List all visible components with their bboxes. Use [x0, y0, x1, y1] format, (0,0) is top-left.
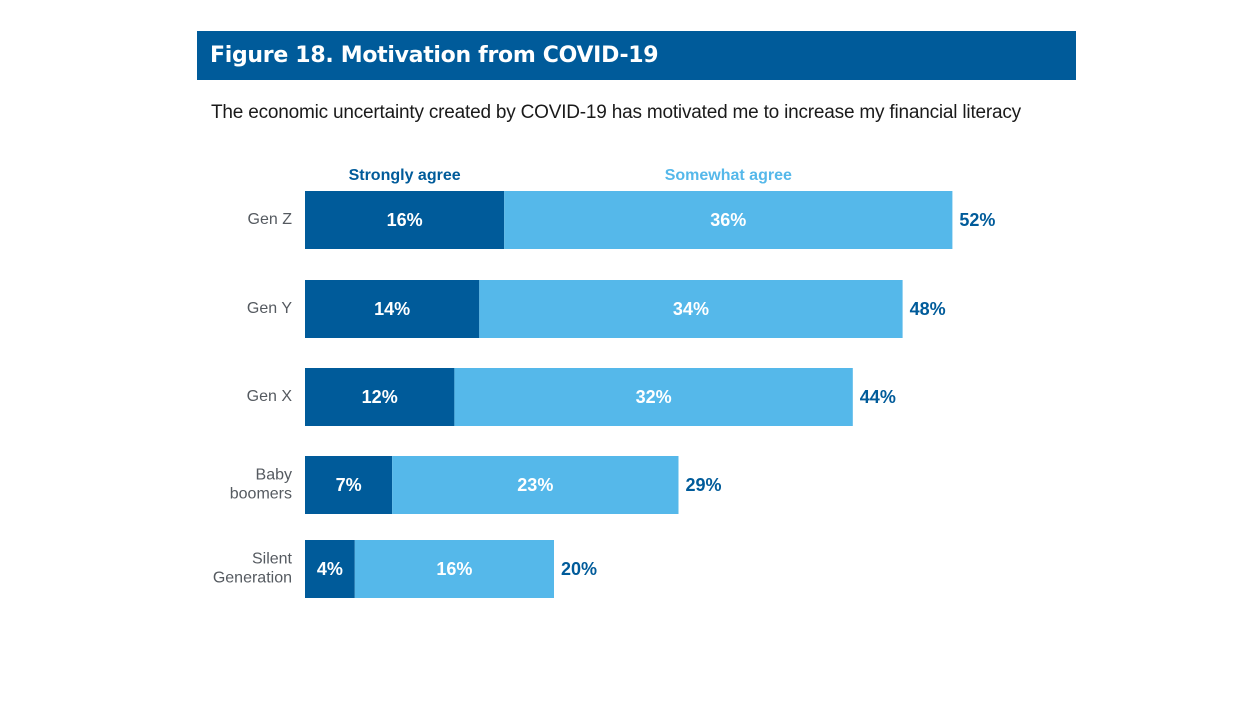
category-label: Gen Y: [247, 300, 292, 317]
total-label: 48%: [910, 299, 946, 319]
data-label: 23%: [517, 475, 553, 495]
data-label: 12%: [362, 387, 398, 407]
total-label: 44%: [860, 387, 896, 407]
data-label: 16%: [387, 210, 423, 230]
data-label: 32%: [636, 387, 672, 407]
data-label: 16%: [436, 559, 472, 579]
chart-subtitle: The economic uncertainty created by COVI…: [211, 102, 1021, 123]
bar-segment-strongly-agree: [305, 280, 480, 338]
data-label: 4%: [317, 559, 343, 579]
bar-segment-strongly-agree: [305, 191, 505, 249]
total-label: 52%: [959, 210, 995, 230]
category-label: Silent: [252, 551, 293, 568]
bar-segment-somewhat-agree: [354, 540, 554, 598]
figure-title-bar: Figure 18. Motivation from COVID-19: [197, 31, 1076, 80]
bar-segment-strongly-agree: [305, 368, 455, 426]
bar-segment-somewhat-agree: [504, 191, 953, 249]
data-label: 7%: [336, 475, 362, 495]
bar-segment-somewhat-agree: [479, 280, 903, 338]
category-label: Gen Z: [248, 211, 293, 228]
category-label: Generation: [213, 570, 292, 587]
legend-label-somewhat-agree: Somewhat agree: [665, 167, 792, 184]
bar-segment-strongly-agree: [305, 456, 393, 514]
legend-label-strongly-agree: Strongly agree: [349, 167, 461, 184]
data-label: 36%: [710, 210, 746, 230]
bar-segment-strongly-agree: [305, 540, 355, 598]
bar-segment-somewhat-agree: [392, 456, 679, 514]
data-label: 14%: [374, 299, 410, 319]
bar-segment-somewhat-agree: [454, 368, 853, 426]
total-label: 29%: [686, 475, 722, 495]
category-label: boomers: [230, 486, 292, 503]
data-label: 34%: [673, 299, 709, 319]
total-label: 20%: [561, 559, 597, 579]
category-label: Gen X: [247, 388, 293, 405]
category-label: Baby: [256, 467, 292, 484]
figure-title: Figure 18. Motivation from COVID-19: [210, 43, 659, 68]
